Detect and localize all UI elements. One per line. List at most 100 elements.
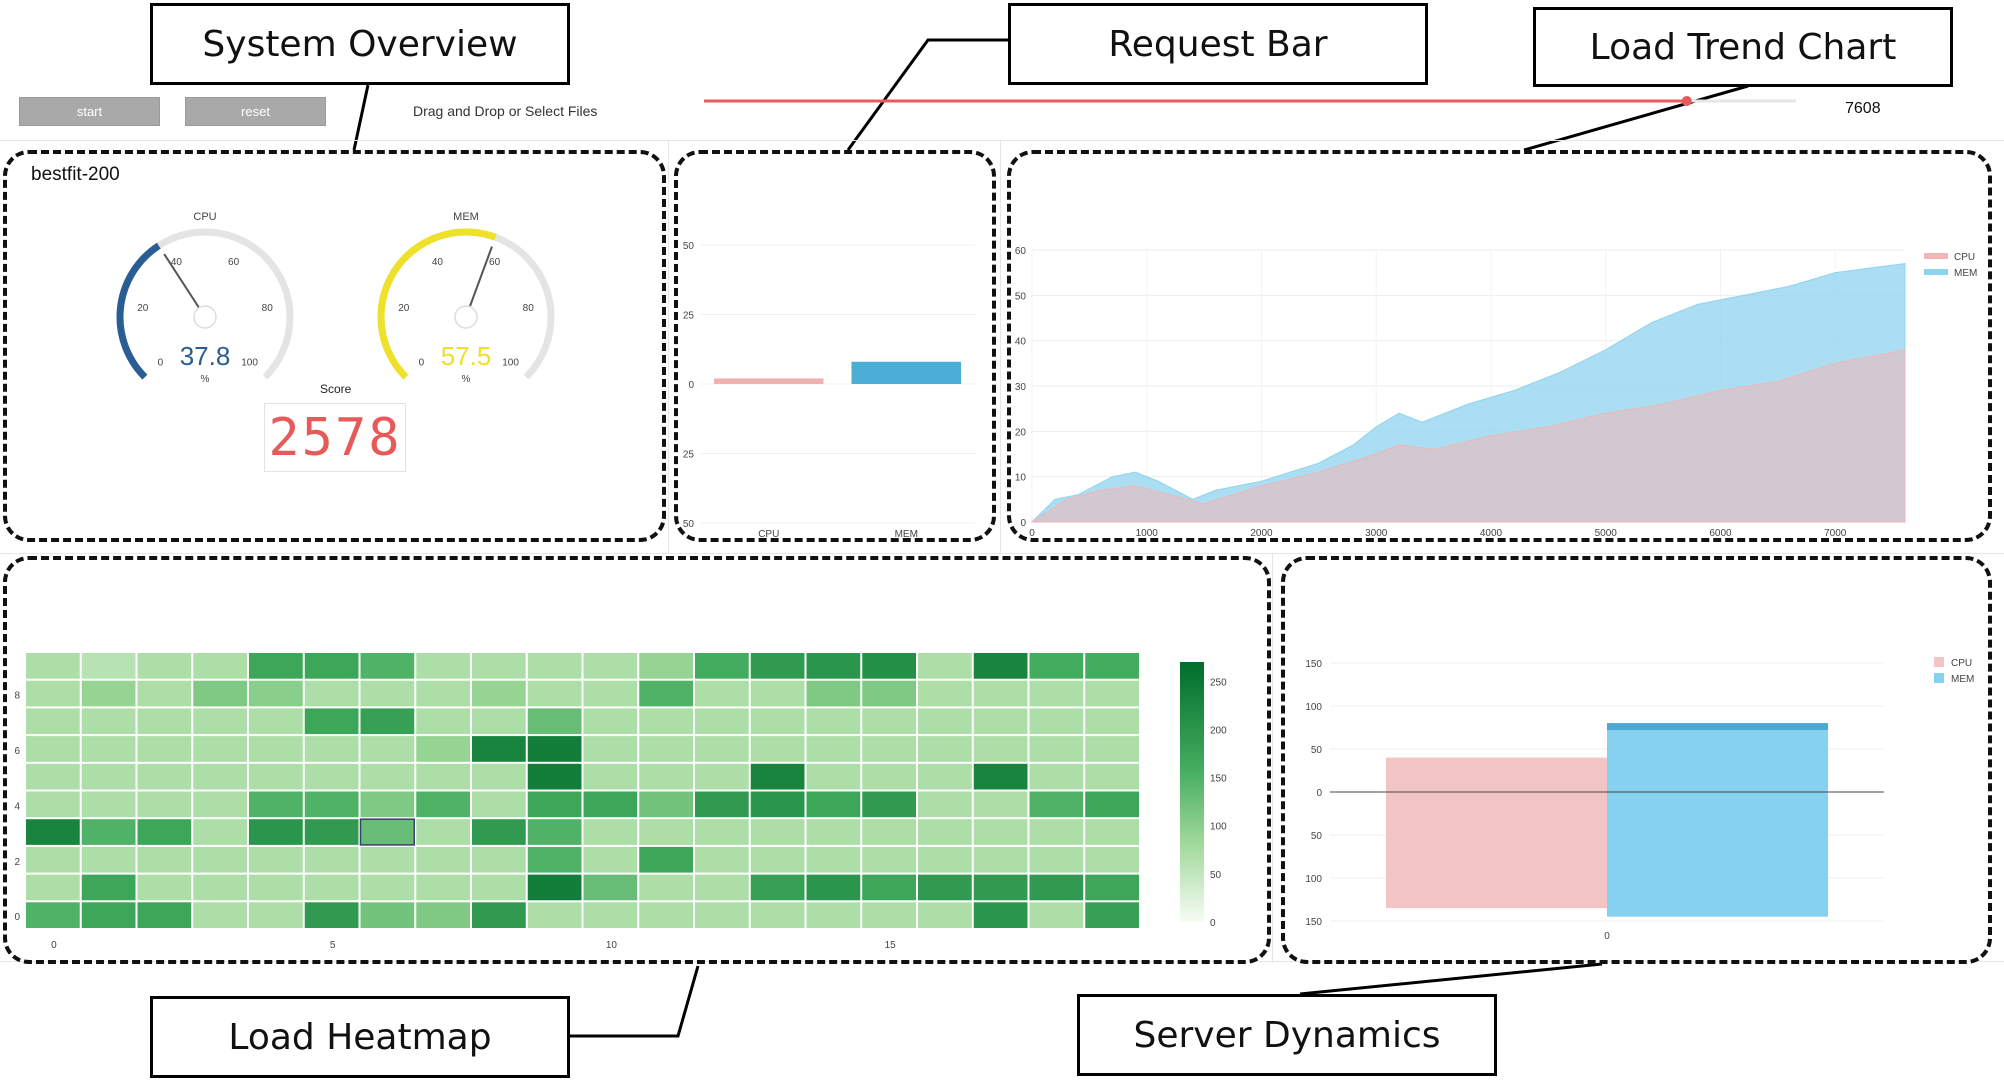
heatmap-cell <box>695 708 749 735</box>
callout-text: System Overview <box>202 23 518 65</box>
dynamics-legend-label: MEM <box>1951 674 1974 685</box>
callout-load-heatmap: Load Heatmap <box>150 996 570 1078</box>
cpu-gauge-tick: 80 <box>262 303 274 314</box>
request-bar-xtick: CPU <box>758 529 779 540</box>
heatmap-cell <box>583 736 638 762</box>
request-slider[interactable] <box>700 90 1800 112</box>
frame-load-heatmap <box>3 556 1271 964</box>
dynamics-ytick: 150 <box>1305 917 1322 928</box>
heatmap-cell <box>1085 902 1139 928</box>
heatmap-cell <box>137 653 192 679</box>
heatmap-cell <box>137 846 192 873</box>
heatmap-cell <box>472 846 526 873</box>
heatmap-cell <box>137 763 192 790</box>
heatmap-cell <box>416 708 470 735</box>
heatmap-cell <box>304 874 359 901</box>
heatmap-cell <box>1085 680 1139 707</box>
heatmap-cell <box>1029 874 1084 901</box>
file-upload-dropzone[interactable]: Drag and Drop or Select Files <box>413 103 598 119</box>
heatmap-cell <box>862 736 916 762</box>
heatmap-cell <box>249 846 303 873</box>
dynamics-bar-mem <box>1607 730 1828 917</box>
cpu-gauge-value-arc <box>116 242 161 380</box>
heatmap-cell <box>918 680 972 707</box>
heatmap-cell <box>806 819 861 845</box>
overview-title: bestfit-200 <box>31 164 120 185</box>
mem-gauge-label: MEM <box>453 211 479 223</box>
heatmap-ytick: 4 <box>14 801 20 812</box>
heatmap-xtick: 15 <box>885 940 897 951</box>
toolbar-divider <box>0 140 2004 141</box>
heatmap-cell <box>583 819 638 845</box>
heatmap-cell <box>137 680 192 707</box>
heatmap-cell <box>193 763 247 790</box>
heatmap-cell <box>527 736 582 762</box>
heatmap-cell <box>1029 819 1084 845</box>
start-button[interactable]: start <box>19 97 160 126</box>
heatmap-cell <box>639 763 693 790</box>
frame-server-dynamics <box>1281 556 1992 964</box>
heatmap-cell <box>750 736 805 762</box>
heatmap-cell <box>137 874 192 901</box>
server-dynamics-chart: 150 100 50 0 50 100 150 0 CPU MEM <box>1305 657 1974 942</box>
heatmap-ytick: 0 <box>14 912 20 923</box>
heatmap-cell <box>1085 874 1139 901</box>
dynamics-ytick: 150 <box>1305 659 1322 670</box>
heatmap-cell <box>81 874 136 901</box>
heatmap-cell <box>862 791 916 818</box>
heatmap-cell <box>527 874 582 901</box>
heatmap-cell <box>583 874 638 901</box>
heatmap-cell <box>304 791 359 818</box>
dynamics-bar-cpu <box>1386 757 1607 909</box>
heatmap-xtick: 10 <box>606 940 618 951</box>
callout-server-dynamics: Server Dynamics <box>1077 994 1497 1076</box>
heatmap-cell <box>81 902 136 928</box>
heatmap-cell <box>973 708 1028 735</box>
heatmap-cell <box>304 653 359 679</box>
reset-button[interactable]: reset <box>185 97 326 126</box>
heatmap-cell <box>137 819 192 845</box>
heatmap-cell <box>806 874 861 901</box>
heatmap-cell <box>695 653 749 679</box>
heatmap-cell <box>416 736 470 762</box>
heatmap-cell <box>304 736 359 762</box>
heatmap-ytick: 8 <box>14 691 20 702</box>
callout-load-trend-chart: Load Trend Chart <box>1533 7 1953 87</box>
trend-ytick: 50 <box>1015 291 1027 302</box>
heatmap-cell <box>26 791 80 818</box>
heatmap-xtick: 5 <box>330 940 336 951</box>
trend-xtick: 2000 <box>1250 528 1273 539</box>
heatmap-cell <box>360 902 415 928</box>
frame-system-overview <box>3 150 666 542</box>
row-divider <box>0 553 2004 554</box>
callout-text: Request Bar <box>1108 23 1328 65</box>
slider-handle[interactable] <box>1681 96 1692 106</box>
heatmap-cell <box>639 874 693 901</box>
heatmap-cell <box>81 846 136 873</box>
heatmap-cell <box>472 791 526 818</box>
heatmap-cell <box>360 819 415 845</box>
heatmap-cell <box>1085 736 1139 762</box>
heatmap-colorbar <box>1180 662 1204 922</box>
heatmap-cell <box>639 680 693 707</box>
heatmap-xtick: 0 <box>51 940 57 951</box>
heatmap-cell <box>695 680 749 707</box>
heatmap-cell <box>193 846 247 873</box>
heatmap-cell <box>360 708 415 735</box>
heatmap-colorbar-tick: 0 <box>1210 918 1216 929</box>
trend-legend-swatch <box>1924 269 1948 275</box>
heatmap-cell <box>1085 846 1139 873</box>
heatmap-cell <box>695 763 749 790</box>
heatmap-cell <box>973 736 1028 762</box>
heatmap-cell <box>527 680 582 707</box>
col-divider-3 <box>1272 553 1273 963</box>
heatmap-cell <box>360 846 415 873</box>
heatmap-cell <box>973 763 1028 790</box>
heatmap-cell <box>360 763 415 790</box>
mem-gauge-tick: 100 <box>502 358 519 369</box>
heatmap-cell <box>583 791 638 818</box>
heatmap-cell <box>81 819 136 845</box>
heatmap-cell <box>973 902 1028 928</box>
dynamics-ytick: 50 <box>1311 745 1323 756</box>
